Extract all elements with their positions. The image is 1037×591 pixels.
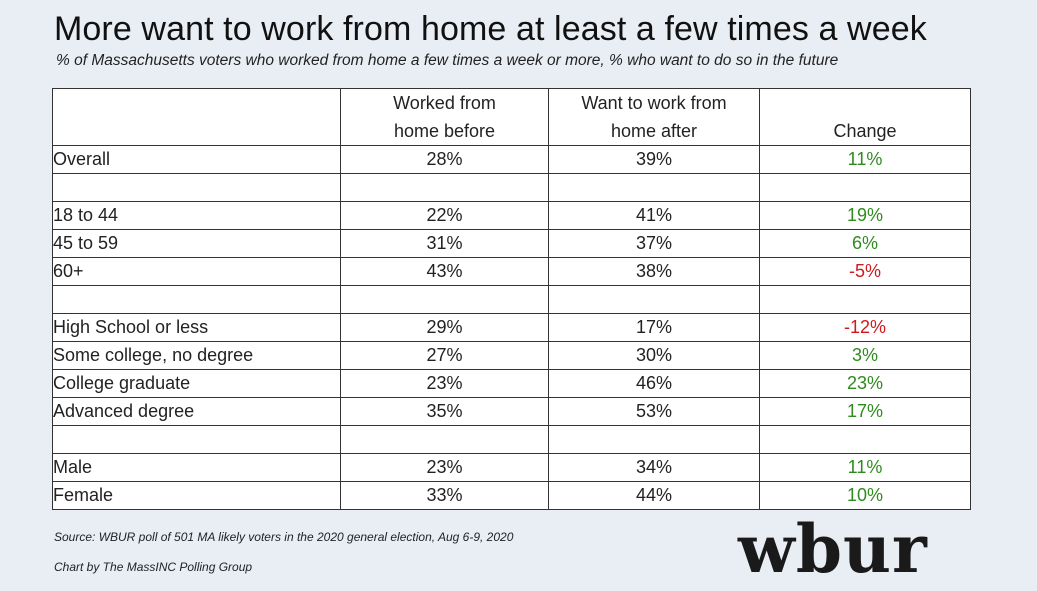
row-label: Male [52, 453, 341, 482]
credit-note: Chart by The MassINC Polling Group [54, 560, 253, 574]
spacer-cell [52, 285, 341, 314]
spacer-cell [759, 173, 971, 202]
row-label: Some college, no degree [52, 341, 341, 370]
change-value: -5% [759, 257, 971, 286]
spacer-cell [52, 425, 341, 454]
row-label: Female [52, 481, 341, 510]
want-after-value: 44% [548, 481, 760, 510]
want-after-value: 30% [548, 341, 760, 370]
table-row: Some college, no degree 27% 30% 3% [52, 341, 971, 370]
change-value: 11% [759, 145, 971, 174]
table-row: Male 23% 34% 11% [52, 453, 971, 482]
row-label: 60+ [52, 257, 341, 286]
change-value: 11% [759, 453, 971, 482]
spacer-cell [340, 173, 549, 202]
wbur-logo: wbur [738, 510, 928, 588]
change-value: 23% [759, 369, 971, 398]
want-after-value: 53% [548, 397, 760, 426]
row-label: College graduate [52, 369, 341, 398]
spacer-cell [52, 173, 341, 202]
row-label: Advanced degree [52, 397, 341, 426]
spacer-cell [340, 285, 549, 314]
header-worked-before: Worked from home before [340, 88, 549, 146]
worked-before-value: 27% [340, 341, 549, 370]
table-row: College graduate 23% 46% 23% [52, 369, 971, 398]
worked-before-value: 23% [340, 453, 549, 482]
worked-before-value: 29% [340, 313, 549, 342]
header-change-line2: Change [833, 121, 897, 141]
worked-before-value: 43% [340, 257, 549, 286]
worked-before-value: 31% [340, 229, 549, 258]
header-change: Change [759, 88, 971, 146]
spacer-row [52, 173, 971, 202]
header-worked-before-line2: home before [393, 121, 496, 141]
change-value: 6% [759, 229, 971, 258]
want-after-value: 46% [548, 369, 760, 398]
table-row: Advanced degree 35% 53% 17% [52, 397, 971, 426]
table-row: 18 to 44 22% 41% 19% [52, 201, 971, 230]
source-note: Source: WBUR poll of 501 MA likely voter… [54, 530, 514, 544]
header-want-after: Want to work from home after [548, 88, 760, 146]
table-row: 45 to 59 31% 37% 6% [52, 229, 971, 258]
spacer-cell [759, 285, 971, 314]
worked-before-value: 22% [340, 201, 549, 230]
spacer-cell [340, 425, 549, 454]
header-label-column [52, 88, 341, 146]
table-body: Overall 28% 39% 11% 18 to 44 22% 41% 19% 45 to 5… [52, 145, 971, 510]
row-label: High School or less [52, 313, 341, 342]
want-after-value: 39% [548, 145, 760, 174]
spacer-cell [548, 425, 760, 454]
worked-before-value: 23% [340, 369, 549, 398]
spacer-cell [548, 285, 760, 314]
change-value: 10% [759, 481, 971, 510]
change-value: 19% [759, 201, 971, 230]
want-after-value: 41% [548, 201, 760, 230]
table-row: High School or less 29% 17% -12% [52, 313, 971, 342]
change-value: -12% [759, 313, 971, 342]
change-value: 17% [759, 397, 971, 426]
table-row: Female 33% 44% 10% [52, 481, 971, 510]
spacer-cell [548, 173, 760, 202]
worked-before-value: 35% [340, 397, 549, 426]
header-worked-before-line1: Worked from [393, 93, 496, 113]
want-after-value: 38% [548, 257, 760, 286]
chart-subtitle: % of Massachusetts voters who worked fro… [56, 52, 839, 69]
spacer-row [52, 285, 971, 314]
want-after-value: 34% [548, 453, 760, 482]
table-header-row: Worked from home before Want to work fro… [52, 88, 971, 146]
chart-title: More want to work from home at least a f… [54, 10, 927, 48]
spacer-row [52, 425, 971, 454]
row-label: 18 to 44 [52, 201, 341, 230]
worked-before-value: 33% [340, 481, 549, 510]
header-want-after-line2: home after [610, 121, 698, 141]
table-row: 60+ 43% 38% -5% [52, 257, 971, 286]
header-want-after-line1: Want to work from [581, 93, 727, 113]
want-after-value: 37% [548, 229, 760, 258]
spacer-cell [759, 425, 971, 454]
want-after-value: 17% [548, 313, 760, 342]
table-row: Overall 28% 39% 11% [52, 145, 971, 174]
change-value: 3% [759, 341, 971, 370]
row-label: 45 to 59 [52, 229, 341, 258]
data-table: Worked from home before Want to work fro… [52, 88, 971, 510]
row-label: Overall [52, 145, 341, 174]
worked-before-value: 28% [340, 145, 549, 174]
